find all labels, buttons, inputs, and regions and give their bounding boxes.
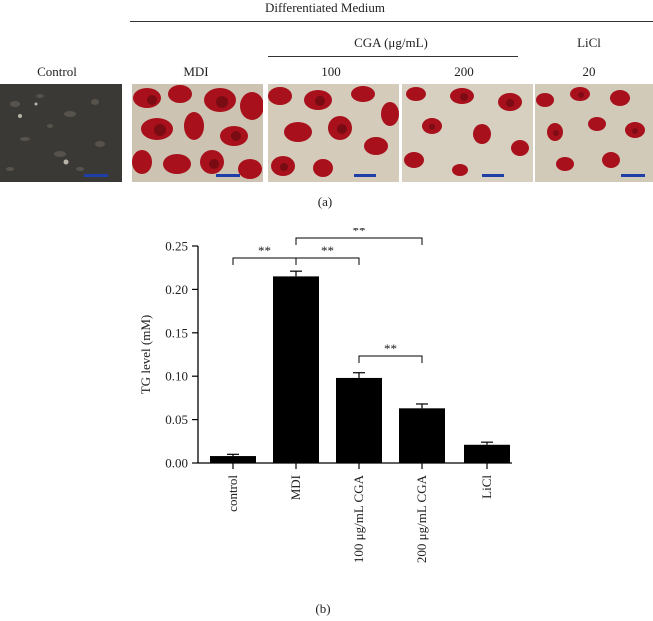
label-mdi: MDI: [183, 64, 209, 79]
panel-a-caption: (a): [317, 194, 333, 209]
licl-group-label: LiCl: [577, 35, 601, 50]
bar-4: [464, 444, 510, 463]
significance-bracket: [295, 237, 423, 245]
significance-bracket: [295, 257, 360, 265]
significance-label: **: [321, 243, 334, 258]
x-tick-label: LiCl: [479, 475, 494, 499]
micrograph-cga-200: [402, 84, 533, 182]
scale-bar: [354, 174, 376, 177]
x-tick-label: 200 μg/mL CGA: [414, 474, 429, 563]
cga-group-label: CGA (μg/mL): [354, 35, 428, 50]
bar-1: [273, 276, 319, 463]
label-control: Control: [37, 64, 77, 79]
panel-b-caption: (b): [315, 601, 330, 616]
bar-2: [336, 377, 382, 463]
significance-bracket: [232, 257, 297, 265]
y-tick-label: 0.05: [165, 412, 188, 427]
significance-label: **: [258, 243, 271, 258]
y-tick-label: 0.00: [165, 456, 188, 471]
bar-0: [210, 456, 256, 463]
y-tick-label: 0.20: [165, 282, 188, 297]
x-tick-label: 100 μg/mL CGA: [351, 474, 366, 563]
y-tick-label: 0.10: [165, 369, 188, 384]
differentiated-medium-header: Differentiated Medium: [265, 0, 385, 15]
header-line: [130, 21, 653, 22]
bar-3: [399, 408, 445, 463]
micrograph-cga-100: [268, 84, 399, 182]
x-tick-label: control: [225, 475, 240, 512]
scale-bar: [84, 174, 108, 177]
label-200: 200: [454, 64, 474, 79]
micrograph-mdi: [132, 84, 263, 182]
label-20: 20: [582, 64, 596, 79]
micrograph-control: [0, 84, 122, 182]
significance-bracket: [358, 355, 423, 363]
significance-label: **: [384, 341, 397, 356]
significance-label: **: [353, 228, 366, 238]
scale-bar: [621, 174, 645, 177]
micrograph-licl: [535, 84, 653, 182]
label-100: 100: [321, 64, 341, 79]
scale-bar: [216, 174, 240, 177]
y-tick-label: 0.15: [165, 325, 188, 340]
cga-group-line: [268, 56, 518, 57]
scale-bar: [482, 174, 504, 177]
y-tick-label: 0.25: [165, 239, 188, 254]
y-axis-label: TG level (mM): [138, 315, 153, 394]
x-tick-label: MDI: [288, 475, 303, 500]
tg-level-bar-chart: 0.00 0.05 0.10 0.15 0.20 0.25 TG level (mM) con…: [138, 228, 512, 616]
